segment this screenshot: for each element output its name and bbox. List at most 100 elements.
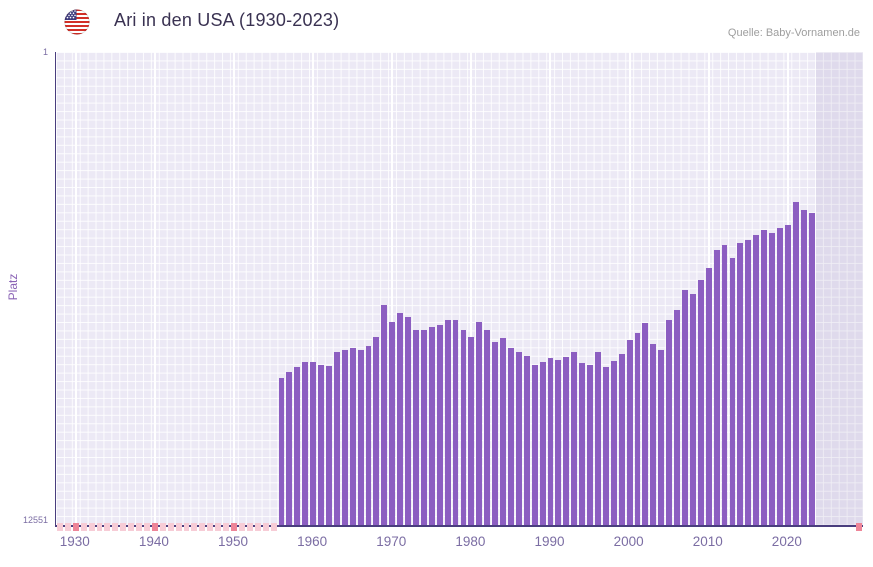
rank-bar[interactable] xyxy=(610,361,617,525)
rank-bar[interactable] xyxy=(547,358,554,525)
decade-gridline xyxy=(549,52,552,525)
rank-bar[interactable] xyxy=(761,230,768,525)
x-axis-tick-label: 1990 xyxy=(534,534,565,549)
rank-bar[interactable] xyxy=(587,365,593,525)
rank-bar[interactable] xyxy=(571,352,578,525)
rank-bar[interactable] xyxy=(492,342,499,525)
rank-bar[interactable] xyxy=(713,250,720,525)
rank-bar[interactable] xyxy=(476,322,483,525)
rank-bar[interactable] xyxy=(721,245,728,525)
rank-bar[interactable] xyxy=(634,333,641,525)
no-data-marker xyxy=(246,523,253,531)
decade-gridline xyxy=(391,52,394,525)
rank-bar[interactable] xyxy=(650,344,657,525)
rank-bar[interactable] xyxy=(444,320,451,525)
rank-bar[interactable] xyxy=(563,357,570,525)
rank-bar[interactable] xyxy=(397,313,404,525)
no-data-marker xyxy=(223,523,230,531)
rank-bar[interactable] xyxy=(697,280,704,525)
rank-bar[interactable] xyxy=(341,350,348,525)
rank-bar[interactable] xyxy=(381,305,388,525)
decade-gridline xyxy=(74,52,77,525)
x-axis-tick-label: 1970 xyxy=(376,534,407,549)
no-data-marker xyxy=(254,523,261,531)
no-data-marker xyxy=(96,523,103,531)
rank-bar[interactable] xyxy=(769,233,775,525)
rank-bar[interactable] xyxy=(484,330,491,525)
rank-bar[interactable] xyxy=(468,337,475,525)
rank-bar[interactable] xyxy=(642,323,649,525)
rank-bar[interactable] xyxy=(531,365,538,525)
rank-bar[interactable] xyxy=(333,352,340,525)
no-data-marker xyxy=(120,523,127,531)
no-data-marker xyxy=(199,523,206,531)
rank-bar[interactable] xyxy=(405,317,412,525)
rank-bar[interactable] xyxy=(555,360,562,525)
rank-bar[interactable] xyxy=(420,330,427,525)
rank-bar[interactable] xyxy=(602,367,609,525)
rank-bar[interactable] xyxy=(286,372,293,525)
rank-bar[interactable] xyxy=(808,213,815,525)
rank-bar[interactable] xyxy=(689,294,696,525)
rank-bar[interactable] xyxy=(523,356,530,525)
rank-bar[interactable] xyxy=(428,327,435,525)
rank-bar[interactable] xyxy=(579,363,586,525)
rank-bar[interactable] xyxy=(737,243,744,525)
rank-bar[interactable] xyxy=(792,202,799,525)
no-data-marker xyxy=(856,523,862,531)
rank-bar[interactable] xyxy=(365,346,372,525)
rank-bar[interactable] xyxy=(800,210,807,525)
no-data-marker xyxy=(128,523,135,531)
rank-bar[interactable] xyxy=(325,366,332,525)
rank-bar[interactable] xyxy=(294,367,301,525)
plot-area xyxy=(55,52,863,531)
decade-gridline xyxy=(470,52,473,525)
x-axis-tick-label: 2000 xyxy=(613,534,644,549)
no-data-marker xyxy=(112,523,119,531)
rank-bar[interactable] xyxy=(776,228,783,525)
rank-bar[interactable] xyxy=(729,258,736,525)
rank-bar[interactable] xyxy=(389,322,396,525)
rank-bar[interactable] xyxy=(515,352,522,525)
rank-bar[interactable] xyxy=(507,348,514,525)
decade-gridline xyxy=(233,52,235,525)
rank-bar[interactable] xyxy=(357,350,364,525)
rank-bar[interactable] xyxy=(349,348,356,525)
rank-bar[interactable] xyxy=(674,310,681,525)
rank-bar[interactable] xyxy=(594,352,601,525)
rank-bar[interactable] xyxy=(500,338,506,525)
no-data-marker xyxy=(136,523,143,531)
rank-bar[interactable] xyxy=(278,378,285,525)
x-axis-tick-label: 1950 xyxy=(217,534,249,549)
rank-bar[interactable] xyxy=(745,240,752,525)
rank-bar[interactable] xyxy=(784,225,791,525)
rank-bar[interactable] xyxy=(373,337,380,525)
rank-bar[interactable] xyxy=(539,362,546,525)
source-label: Quelle: Baby-Vornamen.de xyxy=(727,27,860,39)
rank-bar[interactable] xyxy=(658,350,665,525)
no-data-marker xyxy=(215,523,222,531)
future-years-shade xyxy=(815,52,863,525)
rank-bar[interactable] xyxy=(626,340,633,525)
no-data-marker xyxy=(57,523,63,531)
no-data-marker xyxy=(238,523,245,531)
rank-bar[interactable] xyxy=(310,362,317,525)
rank-bar[interactable] xyxy=(452,320,459,525)
y-axis-top-tick-label: 1 xyxy=(42,47,48,57)
no-data-marker xyxy=(270,523,277,531)
no-data-marker xyxy=(231,523,237,531)
rank-bar[interactable] xyxy=(618,354,625,525)
rank-bar[interactable] xyxy=(460,330,467,525)
x-axis-labels: 1930 1940 1950 1960 1970 1980 1990 2000 2010 2020 xyxy=(55,534,862,556)
y-axis-title: Platz xyxy=(6,273,20,301)
rank-bar[interactable] xyxy=(413,330,419,525)
rank-bar[interactable] xyxy=(666,320,673,525)
rank-bar[interactable] xyxy=(753,235,760,525)
rank-bar[interactable] xyxy=(705,268,712,525)
rank-bar[interactable] xyxy=(302,362,309,525)
rank-bar[interactable] xyxy=(682,290,688,525)
rank-bar[interactable] xyxy=(436,325,443,525)
no-data-marker xyxy=(262,523,269,531)
rank-bar[interactable] xyxy=(318,365,324,525)
